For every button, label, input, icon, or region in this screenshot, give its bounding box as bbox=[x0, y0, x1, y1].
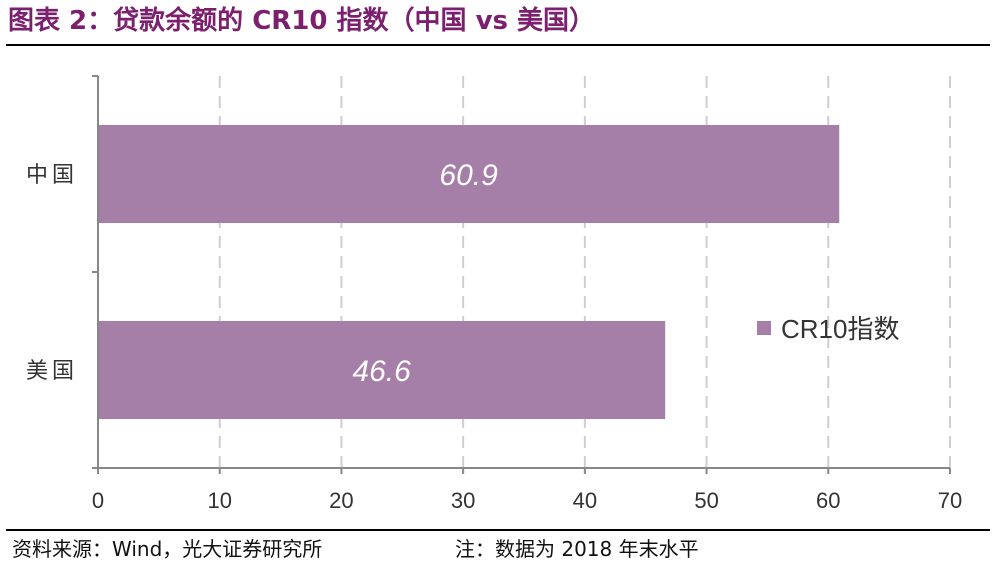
x-tick-label-30: 30 bbox=[451, 488, 475, 513]
bars: 60.9 46.6 bbox=[98, 125, 840, 419]
x-tick-label-40: 40 bbox=[573, 488, 597, 513]
category-label-0: 中国 bbox=[26, 163, 78, 188]
x-tick-label-50: 50 bbox=[694, 488, 718, 513]
legend-swatch bbox=[757, 321, 771, 335]
bar-1 bbox=[98, 321, 666, 419]
title-divider bbox=[6, 44, 990, 46]
source-divider bbox=[6, 529, 990, 531]
x-tick-label-70: 70 bbox=[938, 488, 962, 513]
x-tick-label-60: 60 bbox=[816, 488, 840, 513]
source-text: 资料来源：Wind，光大证券研究所 bbox=[12, 537, 323, 561]
category-label-1: 美国 bbox=[26, 359, 78, 384]
x-tick-label-20: 20 bbox=[329, 488, 353, 513]
x-tick-label-10: 10 bbox=[207, 488, 231, 513]
legend: CR10指数 bbox=[757, 314, 899, 344]
legend-label: CR10指数 bbox=[781, 314, 899, 344]
x-tick-label-0: 0 bbox=[92, 488, 104, 513]
page-title: 图表 2：贷款余额的 CR10 指数（中国 vs 美国） bbox=[8, 6, 596, 36]
note-text: 注：数据为 2018 年末水平 bbox=[455, 537, 699, 561]
bar-0 bbox=[98, 125, 840, 223]
data-label-0: 60.9 bbox=[439, 159, 498, 192]
data-label-1: 46.6 bbox=[352, 355, 411, 388]
